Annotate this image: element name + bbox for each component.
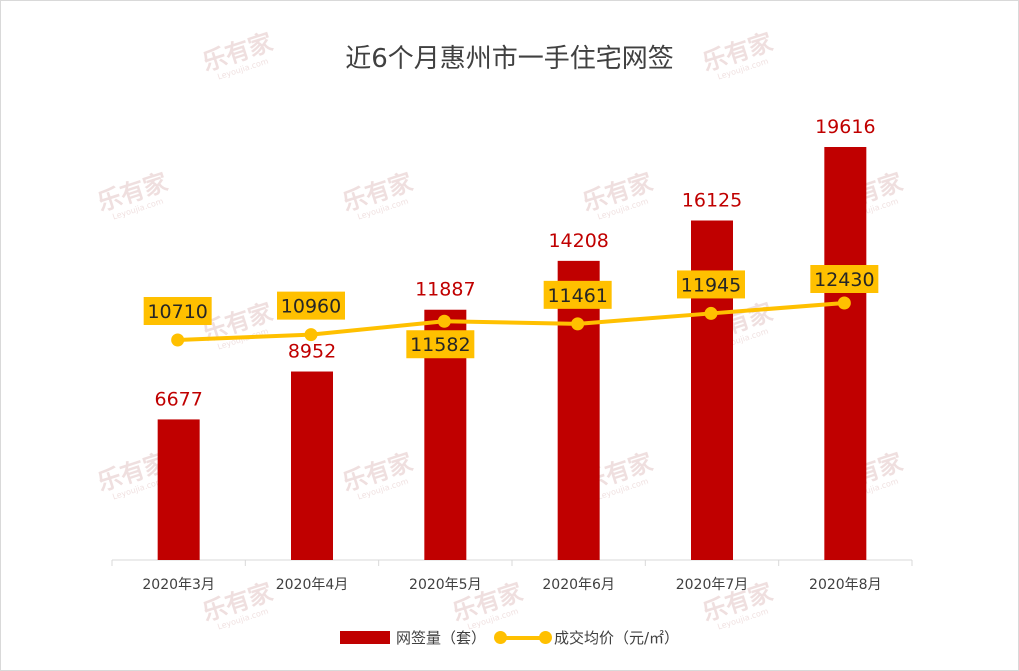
legend-item-bars: 网签量（套） (339, 627, 486, 648)
legend-item-line: 成交均价（元/㎡） (493, 627, 680, 648)
chart-title: 近6个月惠州市一手住宅网签 (345, 44, 674, 74)
avg-price-point (704, 306, 718, 320)
avg-price-point (837, 296, 851, 310)
line-data-label: 10960 (281, 296, 341, 318)
bar (824, 147, 867, 560)
avg-price-point (171, 333, 185, 347)
x-tick-label: 2020年7月 (676, 577, 749, 593)
x-tick-label: 2020年4月 (276, 577, 349, 593)
line-data-label: 12430 (814, 269, 874, 291)
x-tick-label: 2020年3月 (142, 577, 215, 593)
avg-price-point (304, 328, 318, 342)
line-data-label: 11582 (410, 334, 470, 356)
line-data-label: 10710 (147, 301, 207, 323)
bar-data-label: 14208 (548, 230, 608, 252)
line-label-box (277, 291, 345, 320)
avg-price-line (177, 301, 845, 342)
bar-data-label: 16125 (682, 190, 742, 212)
x-tick-label: 2020年5月 (409, 577, 482, 593)
legend-label-line: 成交均价（元/㎡） (553, 629, 680, 647)
avg-price-point (571, 317, 585, 331)
bar-data-label: 8952 (288, 341, 336, 363)
line-data-label: 11945 (681, 274, 741, 296)
chart-legend: 网签量（套） 成交均价（元/㎡） (0, 627, 1019, 648)
x-tick-label: 2020年8月 (809, 577, 882, 593)
bar-data-label: 6677 (154, 388, 202, 410)
bar (291, 371, 333, 560)
line-label-box (677, 270, 745, 299)
legend-label-bars: 网签量（套） (395, 629, 486, 647)
bar-data-label: 11887 (415, 279, 475, 301)
line-label-box (543, 280, 612, 309)
bar (557, 260, 600, 560)
legend-line-swatch (493, 630, 552, 645)
line-data-label: 11461 (547, 285, 607, 307)
line-label-box (406, 330, 475, 359)
line-label-box (810, 265, 879, 293)
legend-bar-swatch (339, 631, 390, 644)
line-label-box (143, 297, 212, 325)
x-tick-label: 2020年6月 (542, 577, 615, 593)
bar-data-label: 19616 (815, 116, 875, 138)
bar (157, 419, 200, 560)
avg-price-point (437, 314, 451, 328)
